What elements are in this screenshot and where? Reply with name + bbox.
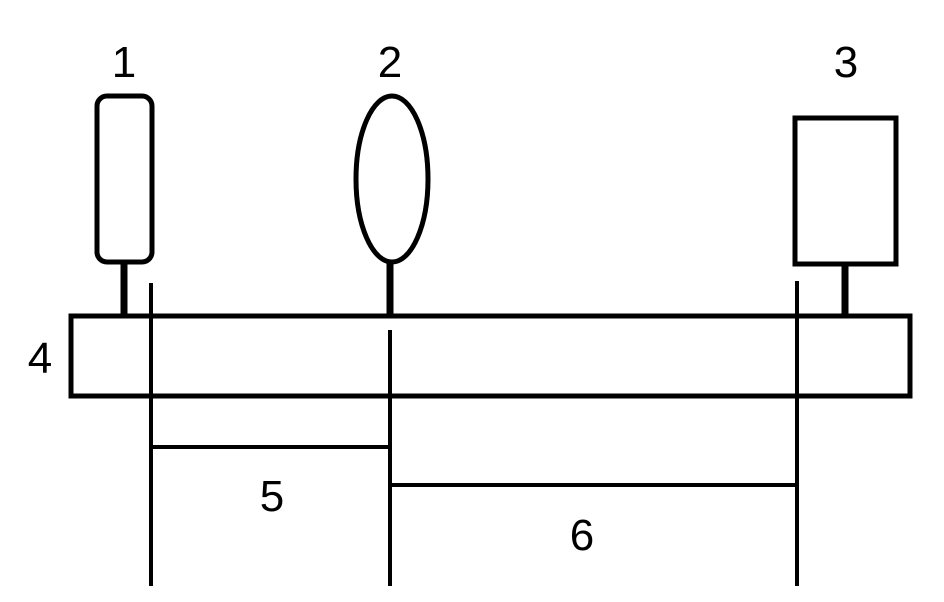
- base-bar: [68, 313, 913, 399]
- label-5: 5: [260, 472, 284, 521]
- component-2: [353, 93, 431, 316]
- label-4: 4: [28, 334, 52, 383]
- label-6: 6: [570, 511, 594, 560]
- label-3: 3: [834, 38, 858, 87]
- component-3: [792, 115, 899, 316]
- label-1: 1: [112, 38, 136, 87]
- component-3-body: [792, 115, 899, 267]
- component-2-body: [353, 93, 431, 265]
- label-2: 2: [378, 38, 402, 87]
- component-1: [94, 93, 155, 316]
- component-1-body: [94, 93, 155, 265]
